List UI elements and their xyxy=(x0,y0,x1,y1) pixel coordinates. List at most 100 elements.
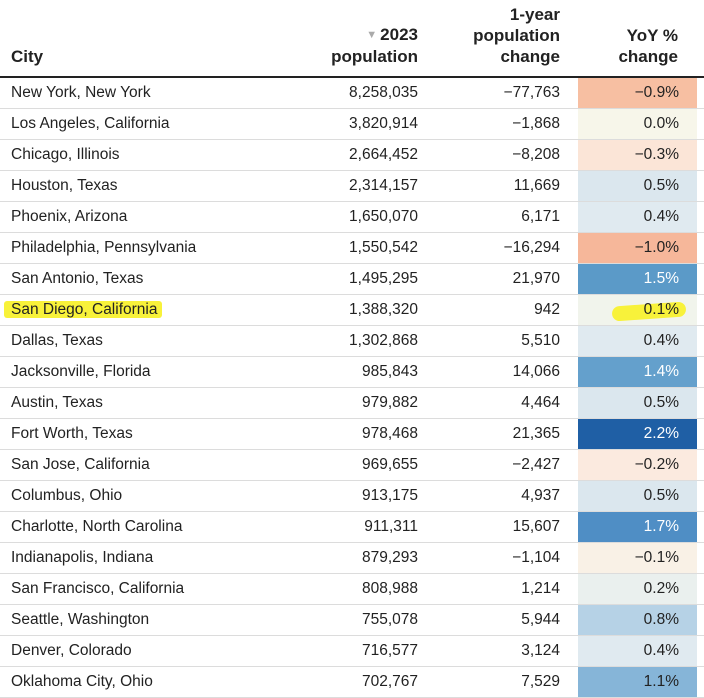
column-header-city[interactable]: City xyxy=(11,46,43,67)
cell-yoy-change: 1.4% xyxy=(578,357,697,387)
yoy-value: 0.5% xyxy=(643,394,679,411)
table-row: Charlotte, North Carolina 911,311 15,607 1.… xyxy=(0,512,704,543)
yoy-value: 0.4% xyxy=(643,332,679,349)
cell-population: 1,388,320 xyxy=(349,301,418,318)
cell-yoy-change: 0.0% xyxy=(578,109,697,139)
yoy-value: −0.1% xyxy=(634,549,679,566)
cell-population: 911,311 xyxy=(364,518,418,535)
cell-city: San Francisco, California xyxy=(11,580,185,597)
cell-yoy-change: 0.4% xyxy=(578,202,697,232)
column-header-yoy[interactable]: YoY % change xyxy=(618,25,678,67)
cell-change: 6,171 xyxy=(521,208,560,225)
pop-header-line1: 2023 xyxy=(380,25,418,44)
table-row: Columbus, Ohio 913,175 4,937 0.5% xyxy=(0,481,704,512)
cell-city: Jacksonville, Florida xyxy=(11,363,151,380)
cell-city: Chicago, Illinois xyxy=(11,146,120,163)
cell-city: Indianapolis, Indiana xyxy=(11,549,154,566)
cell-change: 4,464 xyxy=(521,394,560,411)
cell-yoy-change: 0.5% xyxy=(578,481,697,511)
table-row: New York, New York 8,258,035 −77,763 −0.9% xyxy=(0,78,704,109)
cell-change: 15,607 xyxy=(512,518,560,535)
cell-change: −2,427 xyxy=(512,456,560,473)
cell-city: Denver, Colorado xyxy=(11,642,132,659)
cell-population: 979,882 xyxy=(361,394,418,411)
cell-population: 3,820,914 xyxy=(349,115,418,132)
table-row: San Jose, California 969,655 −2,427 −0.2% xyxy=(0,450,704,481)
table-row: Chicago, Illinois 2,664,452 −8,208 −0.3% xyxy=(0,140,704,171)
cell-city: Austin, Texas xyxy=(11,394,103,411)
cell-population: 755,078 xyxy=(361,611,418,628)
cell-city: Los Angeles, California xyxy=(11,115,170,132)
yoy-value: 0.5% xyxy=(643,487,679,504)
cell-yoy-change: −1.0% xyxy=(578,233,697,263)
yoy-value: 0.2% xyxy=(643,580,679,597)
sort-descending-icon[interactable]: ▼ xyxy=(366,29,378,41)
cell-change: 4,937 xyxy=(521,487,560,504)
cell-yoy-change: 1.1% xyxy=(578,667,697,697)
cell-yoy-change: −0.3% xyxy=(578,140,697,170)
table-row: San Antonio, Texas 1,495,295 21,970 1.5% xyxy=(0,264,704,295)
pop-header-line2: population xyxy=(331,47,418,66)
cell-change: −1,104 xyxy=(512,549,560,566)
cell-city: Columbus, Ohio xyxy=(11,487,123,504)
cell-population: 2,664,452 xyxy=(349,146,418,163)
cell-city: San Jose, California xyxy=(11,456,150,473)
table-row: Indianapolis, Indiana 879,293 −1,104 −0.1% xyxy=(0,543,704,574)
cell-yoy-change: 2.2% xyxy=(578,419,697,449)
cell-yoy-change: 0.4% xyxy=(578,326,697,356)
cell-change: 3,124 xyxy=(521,642,560,659)
cell-change: 5,944 xyxy=(521,611,560,628)
cell-population: 1,550,542 xyxy=(349,239,418,256)
cell-yoy-change: 0.4% xyxy=(578,636,697,666)
table-body: New York, New York 8,258,035 −77,763 −0.9% L… xyxy=(0,78,704,698)
yoy-value: 1.7% xyxy=(643,518,679,535)
cell-change: −77,763 xyxy=(503,84,560,101)
cell-population: 1,302,868 xyxy=(349,332,418,349)
table-row: Dallas, Texas 1,302,868 5,510 0.4% xyxy=(0,326,704,357)
cell-change: 14,066 xyxy=(512,363,560,380)
cell-yoy-change: −0.1% xyxy=(578,543,697,573)
yoy-value: 2.2% xyxy=(643,425,679,442)
yoy-value: 1.4% xyxy=(643,363,679,380)
cell-city: Dallas, Texas xyxy=(11,332,103,349)
table-row: Philadelphia, Pennsylvania 1,550,542 −16,2… xyxy=(0,233,704,264)
yoy-value: 0.1% xyxy=(643,301,679,318)
table-row: Oklahoma City, Ohio 702,767 7,529 1.1% xyxy=(0,667,704,698)
cell-change: 7,529 xyxy=(521,673,560,690)
cell-city: Philadelphia, Pennsylvania xyxy=(11,239,197,256)
cell-city: San Diego, California xyxy=(11,301,158,318)
cell-population: 716,577 xyxy=(361,642,418,659)
table-row: Austin, Texas 979,882 4,464 0.5% xyxy=(0,388,704,419)
table-row: Seattle, Washington 755,078 5,944 0.8% xyxy=(0,605,704,636)
yoy-value: 0.0% xyxy=(643,115,679,132)
cell-yoy-change: 1.5% xyxy=(578,264,697,294)
yoy-value: 0.8% xyxy=(643,611,679,628)
chg-header-line3: change xyxy=(500,47,560,66)
table-row: Houston, Texas 2,314,157 11,669 0.5% xyxy=(0,171,704,202)
highlighter-mark-city xyxy=(4,301,162,318)
yoy-value: −0.9% xyxy=(634,84,679,101)
yoy-value: 0.4% xyxy=(643,642,679,659)
yoy-value: 0.5% xyxy=(643,177,679,194)
yoy-value: −0.2% xyxy=(634,456,679,473)
cell-population: 969,655 xyxy=(361,456,418,473)
column-header-change[interactable]: 1-year population change xyxy=(473,4,560,67)
cell-population: 913,175 xyxy=(361,487,418,504)
cell-change: −16,294 xyxy=(503,239,560,256)
cell-population: 1,495,295 xyxy=(349,270,418,287)
yoy-header-line2: change xyxy=(618,47,678,66)
yoy-value: −1.0% xyxy=(634,239,679,256)
column-header-population[interactable]: ▼ 2023 population xyxy=(331,24,418,67)
cell-city: Seattle, Washington xyxy=(11,611,150,628)
chg-header-line1: 1-year xyxy=(509,5,560,24)
cell-yoy-change: 0.5% xyxy=(578,171,697,201)
cell-change: 942 xyxy=(534,301,560,318)
yoy-value: 0.4% xyxy=(643,208,679,225)
cell-change: −8,208 xyxy=(512,146,560,163)
cell-change: −1,868 xyxy=(512,115,560,132)
cell-population: 879,293 xyxy=(361,549,418,566)
yoy-header-line1: YoY % xyxy=(626,26,678,45)
table-row: Phoenix, Arizona 1,650,070 6,171 0.4% xyxy=(0,202,704,233)
cell-population: 1,650,070 xyxy=(349,208,418,225)
